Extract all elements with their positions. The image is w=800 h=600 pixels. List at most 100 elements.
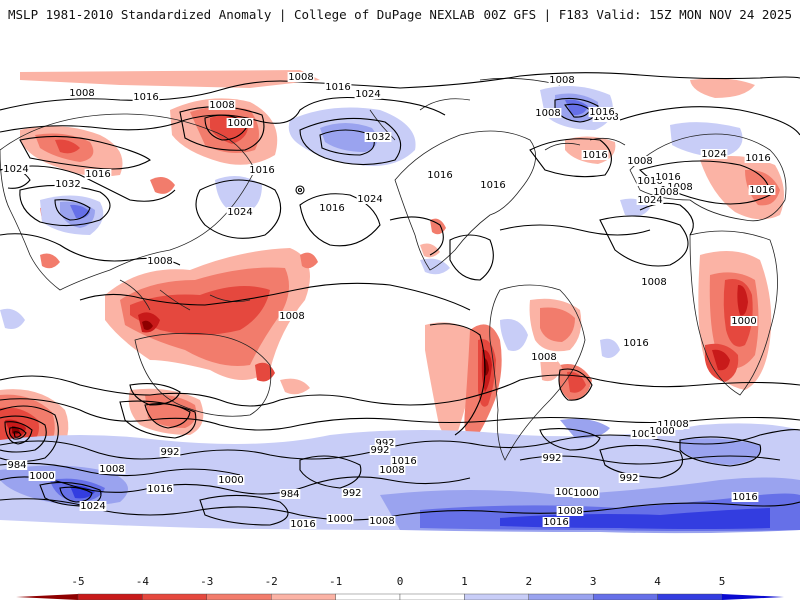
isobar-label: 1000 [327, 514, 352, 525]
colorbar-tick-label: 5 [719, 575, 726, 588]
isobar-label: 1016 [319, 203, 344, 214]
positive-anomaly-region [680, 438, 761, 465]
isobar-label-bg [541, 453, 563, 463]
colorbar-tick-label: 3 [590, 575, 597, 588]
negative-anomaly-region [540, 307, 575, 342]
isobar-label-bg [618, 473, 640, 483]
isobar-label-bg [700, 149, 728, 159]
colorbar-tick-label: 4 [654, 575, 661, 588]
isobar-label: 1016 [290, 519, 315, 530]
isobar-label-bg [289, 519, 317, 529]
isobar-label: 1016 [749, 185, 774, 196]
isobar-label-bg [318, 203, 346, 213]
isobar-label-bg [581, 150, 609, 160]
negative-anomaly-region [150, 176, 175, 194]
positive-anomaly-region [600, 338, 620, 358]
isobar-label: 1024 [637, 195, 662, 206]
negative-anomaly-region [567, 371, 586, 393]
coastlines [0, 77, 787, 461]
isobar-label-bg [636, 195, 664, 205]
isobar-label-bg [248, 165, 276, 175]
colorbar-segment [593, 593, 658, 600]
isobar-label: 1008 [555, 487, 580, 498]
isobar-label-bg [748, 185, 776, 195]
colorbar-tick-label: 0 [397, 575, 404, 588]
colorbar-tick-label: -5 [71, 575, 84, 588]
colorbar-segment [206, 593, 272, 600]
isobar-label: 984 [280, 489, 299, 500]
isobar-label-bg [54, 179, 82, 189]
isobar-label-bg [132, 92, 160, 102]
isobar-label: 1000 [29, 471, 54, 482]
negative-anomaly-region [130, 286, 270, 335]
isobar-label: 1008 [99, 464, 124, 475]
isobar-label: 1016 [480, 180, 505, 191]
isobar-label: 1000 [649, 426, 674, 437]
isobar-label: 1024 [3, 164, 28, 175]
isobar-label: 992 [342, 488, 361, 499]
isobar-label-bg [364, 132, 392, 142]
colorbar-ticks: -5 -4 -3 -2 -1 0 1 2 3 4 5 [71, 575, 725, 588]
colorbar-tick-label: 1 [461, 575, 468, 588]
isobar-label: 992 [370, 445, 389, 456]
isobar-label: 1008 [641, 277, 666, 288]
isobar-label-bg [479, 180, 507, 190]
isobar-label-bg [159, 447, 181, 457]
isobar-label: 1008 [379, 465, 404, 476]
negative-anomaly-region [690, 78, 755, 98]
isobar-label-bg [324, 82, 352, 92]
positive-anomaly-region [560, 418, 610, 439]
isobar-label-bg [534, 108, 562, 118]
isobar-label: 1008 [557, 506, 582, 517]
colorbar-segment [271, 593, 336, 600]
isobar-label-bg [652, 187, 680, 197]
isobar-label: 1016 [147, 484, 172, 495]
isobar-label-bg [374, 438, 396, 448]
model-run-info: 00Z GFS | F183 Valid: 15Z MON NOV 24 202… [483, 7, 792, 22]
colorbar-segment [528, 593, 594, 600]
colorbar-segment [335, 593, 401, 600]
isobar-label: 1016 [637, 176, 662, 187]
isobar-label-bg [666, 182, 694, 192]
anomaly-map: 1008 1016 1024 1008 1000 1008 1016 1024 1032 1016… [0, 40, 800, 540]
isobar-label: 1000 [218, 475, 243, 486]
negative-anomaly-region [40, 253, 60, 269]
isobar-label-bg [530, 352, 558, 362]
colorbar-segments [16, 593, 784, 600]
isobar-label: 1008 [69, 88, 94, 99]
colorbar-segment [464, 593, 529, 600]
negative-anomaly-region [737, 284, 748, 316]
isobar-label-bg [630, 429, 658, 439]
negative-anomaly-region [280, 378, 310, 395]
isobar-label-bg [354, 89, 382, 99]
isobar-label-bg [146, 484, 174, 494]
isobar-label-bg [548, 75, 576, 85]
isobar-label: 1008 [279, 311, 304, 322]
isobar-label: 984 [7, 460, 26, 471]
isobar-label-bg [588, 107, 616, 117]
colorbar-max-arrow [722, 594, 784, 600]
isobar-label-bg [28, 471, 56, 481]
isobar-label: 1016 [427, 170, 452, 181]
colorbar-min-arrow [16, 594, 78, 600]
isobar-label-bg [341, 488, 363, 498]
colorbar-segment [399, 593, 465, 600]
negative-anomaly-region [712, 349, 730, 371]
isobar-label-bg [68, 88, 96, 98]
isobar-label-bg [744, 153, 772, 163]
colorbar-tick-label: -1 [329, 575, 342, 588]
isobar-label-bg [84, 169, 112, 179]
colorbar-segment [657, 593, 723, 600]
isobar-label: 1032 [365, 132, 390, 143]
negative-anomaly-region [300, 252, 318, 269]
positive-anomaly-region [0, 308, 25, 329]
isobar-label-bg [662, 419, 690, 429]
isobar-label: 1008 [667, 182, 692, 193]
colorbar-segment [142, 593, 207, 600]
isobar-label-bg [626, 156, 654, 166]
isobar-label: 1008 [147, 256, 172, 267]
isobar-label-bg [731, 492, 759, 502]
isobar-label-bg [2, 164, 30, 174]
isobar-label: 1000 [631, 429, 656, 440]
isobar-label-bg [208, 100, 236, 110]
